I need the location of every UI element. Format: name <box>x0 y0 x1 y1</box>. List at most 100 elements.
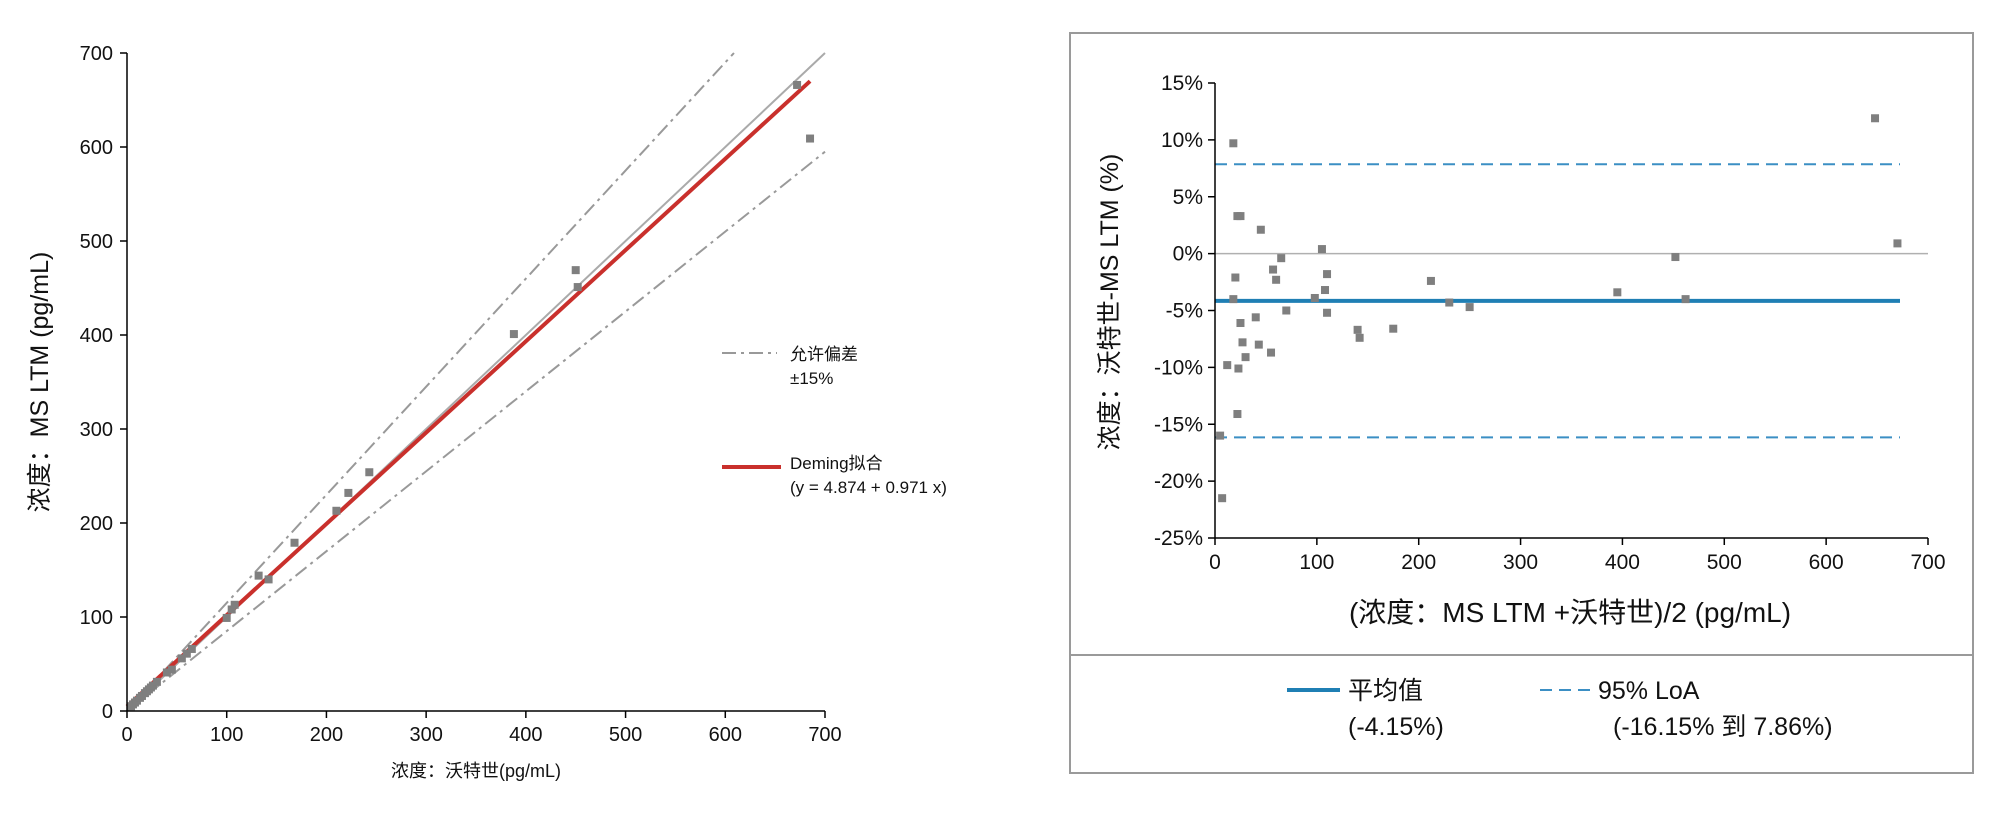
legend-loa-range: (-16.15% 到 7.86%) <box>1613 713 1833 741</box>
data-point <box>573 283 582 292</box>
data-point <box>1272 275 1281 284</box>
tolerance-upper-line <box>126 52 735 712</box>
y-tick-label: 10% <box>1161 129 1203 152</box>
data-point <box>1236 212 1245 221</box>
data-point <box>1277 254 1286 263</box>
data-point <box>806 134 815 143</box>
data-point <box>793 80 802 89</box>
data-point <box>187 644 196 653</box>
y-tick-label: 300 <box>80 419 113 441</box>
y-tick-marks <box>1208 82 1215 539</box>
y-tick-label: 400 <box>80 325 113 347</box>
y-tick-label: -25% <box>1154 527 1203 550</box>
legend-tolerance-label: 允许偏差 <box>790 345 858 364</box>
y-axis-label: 浓度：沃特世-MS LTM (%) <box>1096 154 1124 451</box>
tolerance-lower-line <box>126 150 826 712</box>
data-point <box>1445 298 1454 307</box>
data-point <box>227 605 236 614</box>
data-point <box>1681 295 1690 304</box>
x-tick-label: 400 <box>1605 551 1640 574</box>
y-tick-marks <box>120 52 127 712</box>
data-point <box>344 488 353 497</box>
chart-frame <box>1069 32 1974 774</box>
data-point <box>1223 361 1232 370</box>
y-tick-label: 0 <box>102 701 113 723</box>
data-point <box>1216 431 1225 440</box>
data-point <box>162 668 171 677</box>
data-point <box>1251 313 1260 322</box>
legend: 允许偏差 ±15% Deming拟合 (y = 4.874 + 0.971 x) <box>722 345 947 497</box>
data-point <box>1871 114 1880 123</box>
x-tick-labels: 0 100 200 300 400 500 600 700 <box>121 724 841 746</box>
y-tick-label: 5% <box>1173 186 1203 209</box>
x-tick-label: 0 <box>1209 551 1221 574</box>
legend-fit-label: Deming拟合 <box>790 454 883 473</box>
data-point <box>152 677 161 686</box>
data-point <box>1323 270 1332 279</box>
data-point <box>365 468 374 477</box>
data-point <box>177 654 186 663</box>
data-point <box>1233 410 1242 419</box>
x-tick-label: 700 <box>808 724 841 746</box>
y-tick-label: 600 <box>80 137 113 159</box>
y-tick-label: -10% <box>1154 356 1203 379</box>
y-tick-labels: 0 100 200 300 400 500 600 700 <box>80 43 113 723</box>
x-tick-label: 100 <box>1299 551 1334 574</box>
bland-altman-chart: 0 100 200 300 400 500 600 700 15% 10% 5% 0% -5% -10%… <box>1069 32 1974 774</box>
x-tick-labels: 0 100 200 300 400 500 600 700 <box>1209 551 1945 574</box>
y-tick-label: 0% <box>1173 243 1203 266</box>
data-point <box>1229 295 1238 304</box>
data-point <box>254 571 263 580</box>
data-point <box>230 600 239 609</box>
x-axis-label: 浓度：沃特世(pg/mL) <box>391 761 561 781</box>
legend: 平均值 (-4.15%) 95% LoA (-16.15% 到 7.86%) <box>1287 677 1833 741</box>
x-tick-label: 700 <box>1910 551 1945 574</box>
x-tick-marks <box>1214 538 1929 545</box>
x-tick-label: 600 <box>1809 551 1844 574</box>
data-point <box>1229 139 1238 148</box>
data-points <box>1216 114 1902 503</box>
y-tick-label: 200 <box>80 513 113 535</box>
data-point <box>1238 338 1247 347</box>
data-point <box>1323 308 1332 317</box>
x-tick-label: 500 <box>1707 551 1742 574</box>
x-axis-label: (浓度：MS LTM +沃特世)/2 (pg/mL) <box>1349 597 1791 628</box>
x-tick-label: 200 <box>310 724 343 746</box>
axes <box>126 53 825 712</box>
data-point <box>1236 319 1245 328</box>
data-point <box>1613 288 1622 297</box>
data-point <box>1321 286 1330 295</box>
data-point <box>1218 494 1227 503</box>
deming-fit-line <box>125 79 812 708</box>
deming-chart: 0 100 200 300 400 500 600 700 0 100 200 300 400 500 6… <box>26 43 947 781</box>
data-point <box>264 575 273 584</box>
y-tick-label: -20% <box>1154 470 1203 493</box>
y-tick-label: 100 <box>80 607 113 629</box>
x-tick-label: 100 <box>210 724 243 746</box>
data-point <box>1465 303 1474 312</box>
axes <box>1214 83 1928 539</box>
data-point <box>182 649 191 658</box>
data-point <box>571 266 580 275</box>
data-point <box>1353 325 1362 334</box>
data-point <box>1282 306 1291 315</box>
y-tick-label: 500 <box>80 231 113 253</box>
x-tick-label: 500 <box>609 724 642 746</box>
data-point <box>167 665 176 674</box>
data-point <box>1355 333 1364 342</box>
data-point <box>1426 276 1435 285</box>
x-tick-label: 300 <box>1503 551 1538 574</box>
y-tick-label: -5% <box>1166 300 1203 323</box>
data-point <box>222 613 231 622</box>
data-point <box>290 538 299 547</box>
x-tick-label: 300 <box>409 724 442 746</box>
data-point <box>1893 239 1902 248</box>
legend-mean-label: 平均值 <box>1348 677 1423 705</box>
x-tick-label: 400 <box>509 724 542 746</box>
data-point <box>1241 353 1250 362</box>
x-tick-marks <box>126 711 826 718</box>
y-tick-label: 15% <box>1161 72 1203 95</box>
data-point <box>1269 265 1278 274</box>
data-points <box>126 80 815 711</box>
